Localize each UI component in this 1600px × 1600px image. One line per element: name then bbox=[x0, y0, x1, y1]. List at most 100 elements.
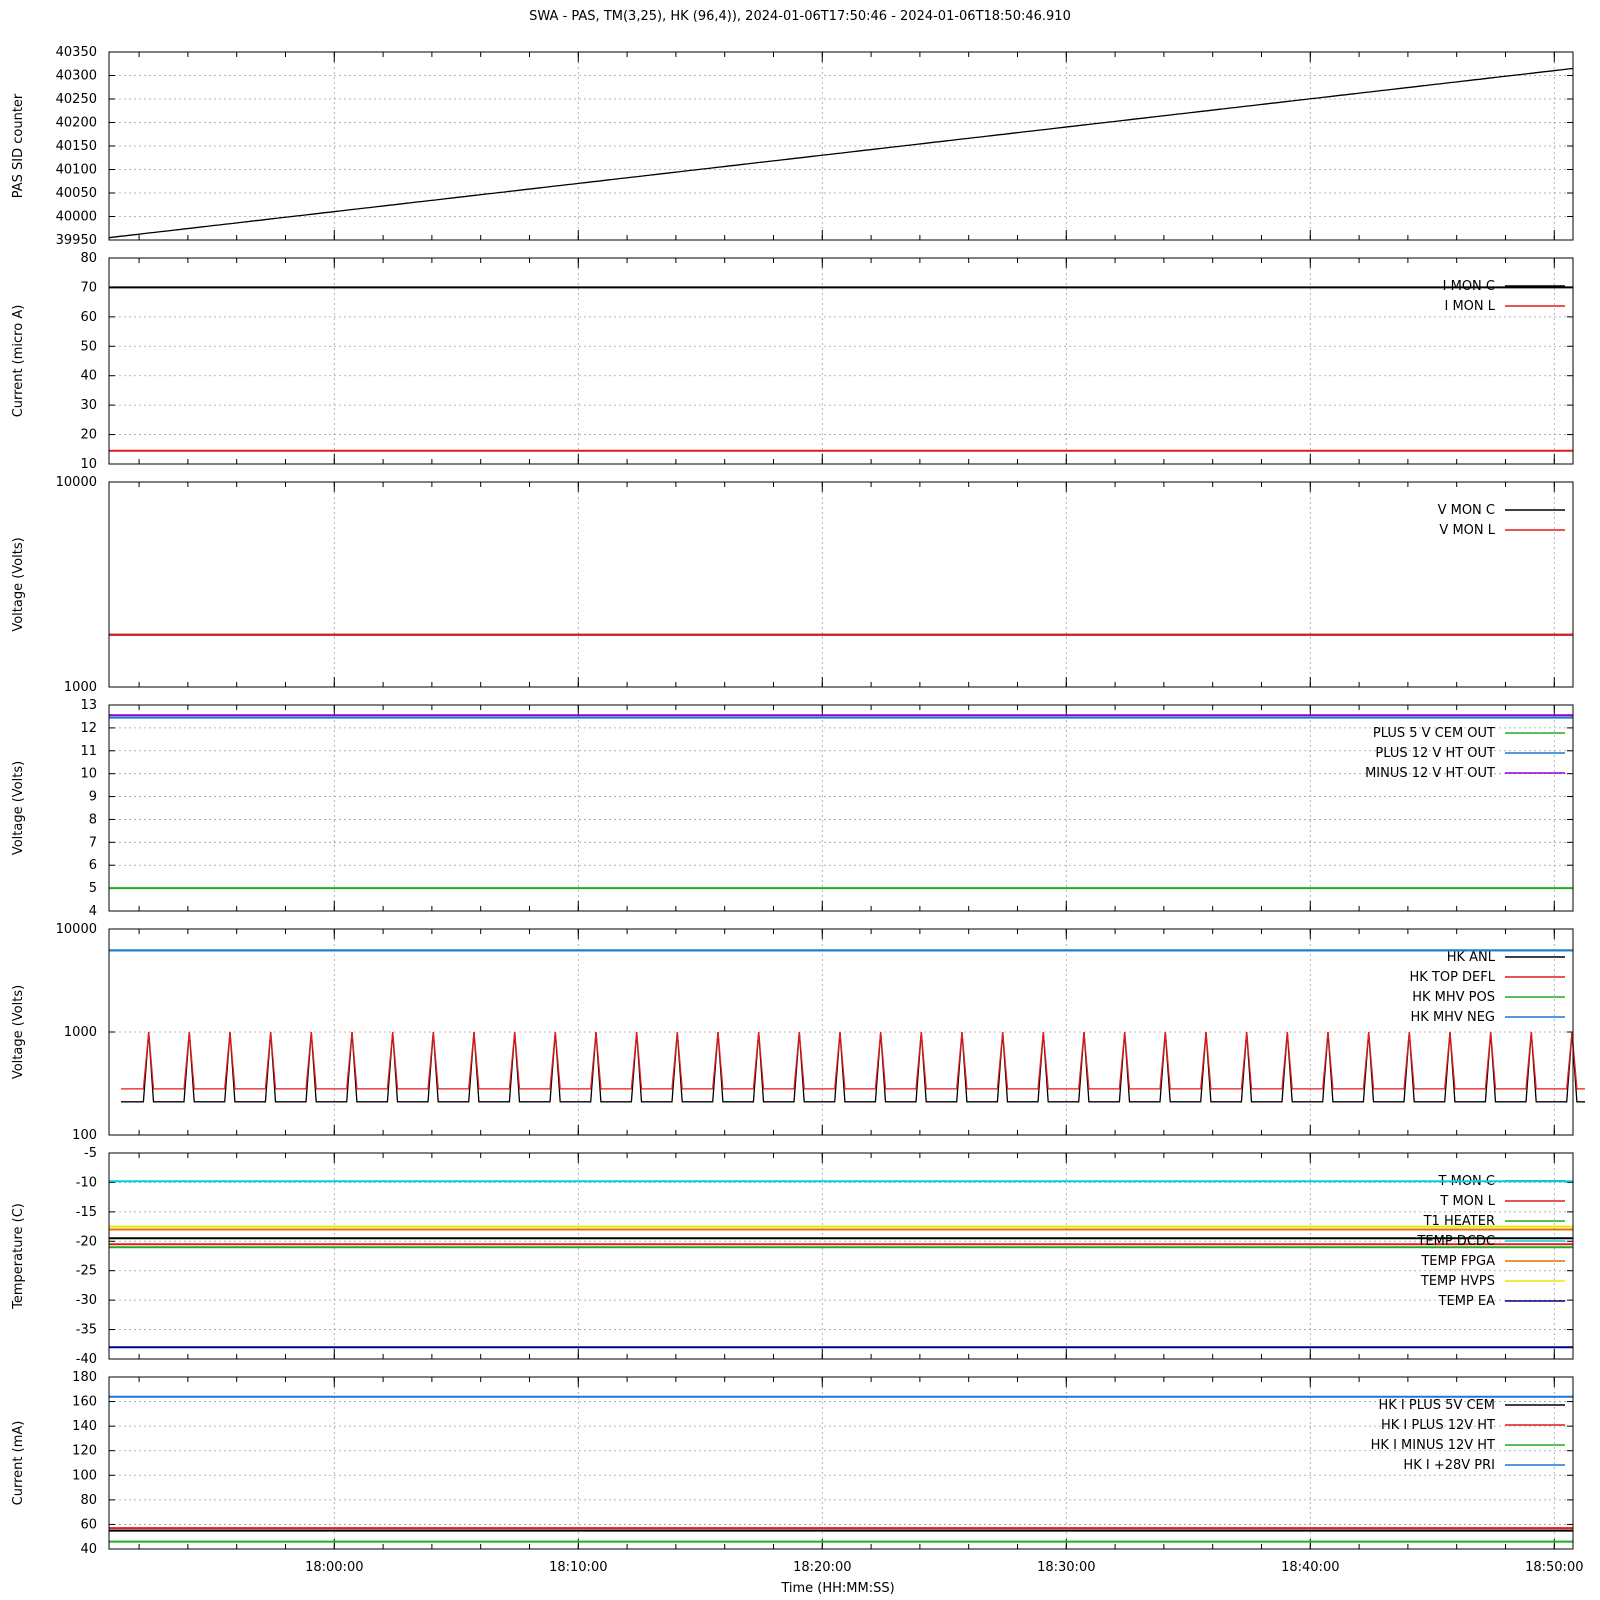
y-tick-label: 11 bbox=[80, 744, 97, 759]
y-tick-label: 40150 bbox=[56, 139, 97, 154]
panel-3: 1000 10000 V MON C V MON L Voltage (Volts) bbox=[11, 475, 1574, 695]
legend-label: HK MHV POS bbox=[1412, 990, 1495, 1005]
legend-label: T1 HEATER bbox=[1423, 1214, 1495, 1229]
y-tick-label: 100 bbox=[72, 1128, 97, 1143]
y-tick-label: 5 bbox=[89, 881, 97, 896]
y-tick-label: 8 bbox=[89, 812, 97, 827]
x-tick-label: 18:20:00 bbox=[793, 1560, 851, 1575]
y-tick-label: 1000 bbox=[64, 1025, 97, 1040]
y-tick-label: 40300 bbox=[56, 69, 97, 84]
series-line-hk-anl bbox=[121, 1031, 1585, 1103]
y-tick-label: 40000 bbox=[56, 210, 97, 225]
y-tick-label: 30 bbox=[80, 398, 97, 413]
chart-title: SWA - PAS, TM(3,25), HK (96,4)), 2024-01… bbox=[529, 9, 1071, 24]
legend-label: HK MHV NEG bbox=[1411, 1010, 1495, 1025]
y-tick-label: -35 bbox=[76, 1323, 97, 1338]
panel-frame bbox=[108, 928, 1574, 1136]
y-tick-label: -30 bbox=[76, 1293, 97, 1308]
y-tick-label: 40 bbox=[80, 1542, 97, 1557]
legend-label: T MON L bbox=[1439, 1194, 1495, 1209]
legend-label: TEMP DCDC bbox=[1416, 1234, 1495, 1249]
panel-frame bbox=[108, 1376, 1574, 1550]
legend-label: PLUS 5 V CEM OUT bbox=[1373, 726, 1495, 741]
panel-5: 100 1000 10000 HK ANL HK TOP DEFL HK MHV POS H… bbox=[11, 922, 1585, 1143]
legend-label: HK I PLUS 5V CEM bbox=[1378, 1398, 1495, 1413]
legend-label: HK TOP DEFL bbox=[1409, 970, 1495, 985]
y-tick-label: -10 bbox=[76, 1175, 97, 1190]
y-tick-label: 40350 bbox=[56, 45, 97, 60]
x-tick-label: 18:10:00 bbox=[549, 1560, 607, 1575]
y-axis-title: Voltage (Volts) bbox=[11, 537, 26, 631]
y-axis-title: Temperature (C) bbox=[11, 1203, 26, 1310]
panel-4: 4 5 6 7 8 9 10 11 12 13 PLUS 5 V CEM OUT PLUS 12 V … bbox=[11, 698, 1574, 919]
panel-2: 10 20 30 40 50 60 70 80 I MON C I MON L Current (m… bbox=[11, 251, 1574, 472]
x-tick-label: 18:30:00 bbox=[1037, 1560, 1095, 1575]
panel-frame bbox=[108, 1152, 1574, 1360]
y-tick-label: 7 bbox=[89, 835, 97, 850]
legend-label: V MON C bbox=[1438, 503, 1495, 518]
y-axis-title: Current (mA) bbox=[11, 1421, 26, 1506]
y-tick-label: 120 bbox=[72, 1444, 97, 1459]
legend-label: TEMP FPGA bbox=[1420, 1254, 1495, 1269]
y-tick-label: 40250 bbox=[56, 92, 97, 107]
series-line-hk-top-defl bbox=[121, 1031, 1585, 1090]
x-tick-label: 18:50:00 bbox=[1525, 1560, 1583, 1575]
y-tick-label: 60 bbox=[80, 310, 97, 325]
y-tick-label: 39950 bbox=[56, 233, 97, 248]
legend-label: TEMP HVPS bbox=[1420, 1274, 1495, 1289]
panels-group: 3995040000400504010040150402004025040300… bbox=[11, 45, 1585, 1575]
legend-label: PLUS 12 V HT OUT bbox=[1375, 746, 1495, 761]
legend-label: HK ANL bbox=[1447, 950, 1496, 965]
x-axis-title: Time (HH:MM:SS) bbox=[780, 1581, 894, 1596]
y-tick-label: 40100 bbox=[56, 163, 97, 178]
y-tick-label: -20 bbox=[76, 1234, 97, 1249]
legend-label: I MON C bbox=[1443, 279, 1495, 294]
legend-label: HK I +28V PRI bbox=[1403, 1458, 1495, 1473]
legend-label: TEMP EA bbox=[1438, 1294, 1496, 1309]
panel-7: 40 60 80 100 120 140 160 180 HK I PLUS 5V CEM HK … bbox=[11, 1370, 1574, 1557]
panel-frame bbox=[108, 257, 1574, 465]
y-tick-label: -5 bbox=[84, 1146, 97, 1161]
y-tick-label: 9 bbox=[89, 790, 97, 805]
y-tick-label: 80 bbox=[80, 251, 97, 266]
y-axis-title: Voltage (Volts) bbox=[11, 761, 26, 855]
y-tick-label: 13 bbox=[80, 698, 97, 713]
panel-6: -40-35-30-25-20-15-10-5T MON CT MON LT1 … bbox=[11, 1146, 1574, 1367]
legend-label: HK I MINUS 12V HT bbox=[1371, 1438, 1495, 1453]
panel-frame bbox=[108, 481, 1574, 688]
legend-label: V MON L bbox=[1439, 523, 1495, 538]
y-tick-label: -40 bbox=[76, 1352, 97, 1367]
y-tick-label: 12 bbox=[80, 721, 97, 736]
series-line-data bbox=[108, 67, 1574, 239]
y-tick-label: 40200 bbox=[56, 116, 97, 131]
y-tick-label: 80 bbox=[80, 1493, 97, 1508]
y-tick-label: 10 bbox=[80, 767, 97, 782]
legend-label: HK I PLUS 12V HT bbox=[1381, 1418, 1495, 1433]
y-tick-label: 20 bbox=[80, 428, 97, 443]
y-tick-label: 140 bbox=[72, 1419, 97, 1434]
y-axis-title: Current (micro A) bbox=[11, 305, 26, 418]
y-tick-label: 50 bbox=[80, 339, 97, 354]
y-tick-label: 70 bbox=[80, 280, 97, 295]
y-tick-label: 40050 bbox=[56, 186, 97, 201]
y-tick-label: -15 bbox=[76, 1205, 97, 1220]
panel-frame bbox=[108, 51, 1574, 241]
y-tick-label: 100 bbox=[72, 1468, 97, 1483]
y-tick-label: 40 bbox=[80, 369, 97, 384]
legend-label: I MON L bbox=[1444, 299, 1495, 314]
y-tick-label: 60 bbox=[80, 1517, 97, 1532]
y-tick-label: 160 bbox=[72, 1395, 97, 1410]
panel-frame bbox=[108, 704, 1574, 912]
y-tick-label: 4 bbox=[89, 904, 97, 919]
y-axis-title: Voltage (Volts) bbox=[11, 985, 26, 1079]
y-tick-label: 1000 bbox=[64, 680, 97, 695]
panel-1: 39950 40000 40050 40100 40150 40200 40250 40300… bbox=[11, 45, 1574, 248]
y-axis-title: PAS SID counter bbox=[11, 93, 26, 198]
x-tick-label: 18:40:00 bbox=[1281, 1560, 1339, 1575]
y-tick-label: 10 bbox=[80, 457, 97, 472]
y-tick-label: 10000 bbox=[56, 922, 97, 937]
legend-label: MINUS 12 V HT OUT bbox=[1365, 766, 1495, 781]
x-tick-label: 18:00:00 bbox=[305, 1560, 363, 1575]
y-tick-label: 180 bbox=[72, 1370, 97, 1385]
